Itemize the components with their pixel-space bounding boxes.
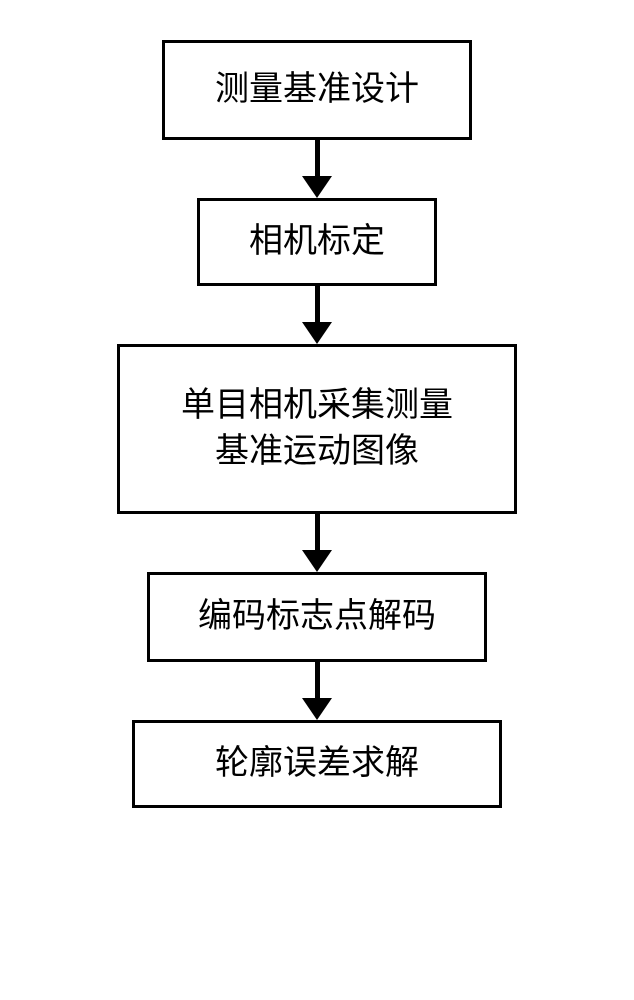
arrow-head <box>302 176 332 198</box>
arrow-head <box>302 698 332 720</box>
arrow-line <box>315 140 320 176</box>
flow-step-3: 单目相机采集测量 基准运动图像 <box>117 344 517 514</box>
arrow <box>302 662 332 720</box>
flow-step-label: 相机标定 <box>249 219 385 265</box>
flow-step-label: 编码标志点解码 <box>198 594 436 640</box>
arrow-head <box>302 322 332 344</box>
flow-step-2: 相机标定 <box>197 198 437 286</box>
flow-step-1: 测量基准设计 <box>162 40 472 140</box>
flow-step-4: 编码标志点解码 <box>147 572 487 662</box>
arrow <box>302 286 332 344</box>
flow-step-5: 轮廓误差求解 <box>132 720 502 808</box>
arrow-line <box>315 514 320 550</box>
flow-step-label: 测量基准设计 <box>215 67 419 113</box>
arrow-line <box>315 286 320 322</box>
arrow-head <box>302 550 332 572</box>
flow-step-label: 单目相机采集测量 基准运动图像 <box>181 383 453 475</box>
arrow-line <box>315 662 320 698</box>
flowchart-container: 测量基准设计相机标定单目相机采集测量 基准运动图像编码标志点解码轮廓误差求解 <box>117 40 517 808</box>
arrow <box>302 140 332 198</box>
arrow <box>302 514 332 572</box>
flow-step-label: 轮廓误差求解 <box>215 741 419 787</box>
